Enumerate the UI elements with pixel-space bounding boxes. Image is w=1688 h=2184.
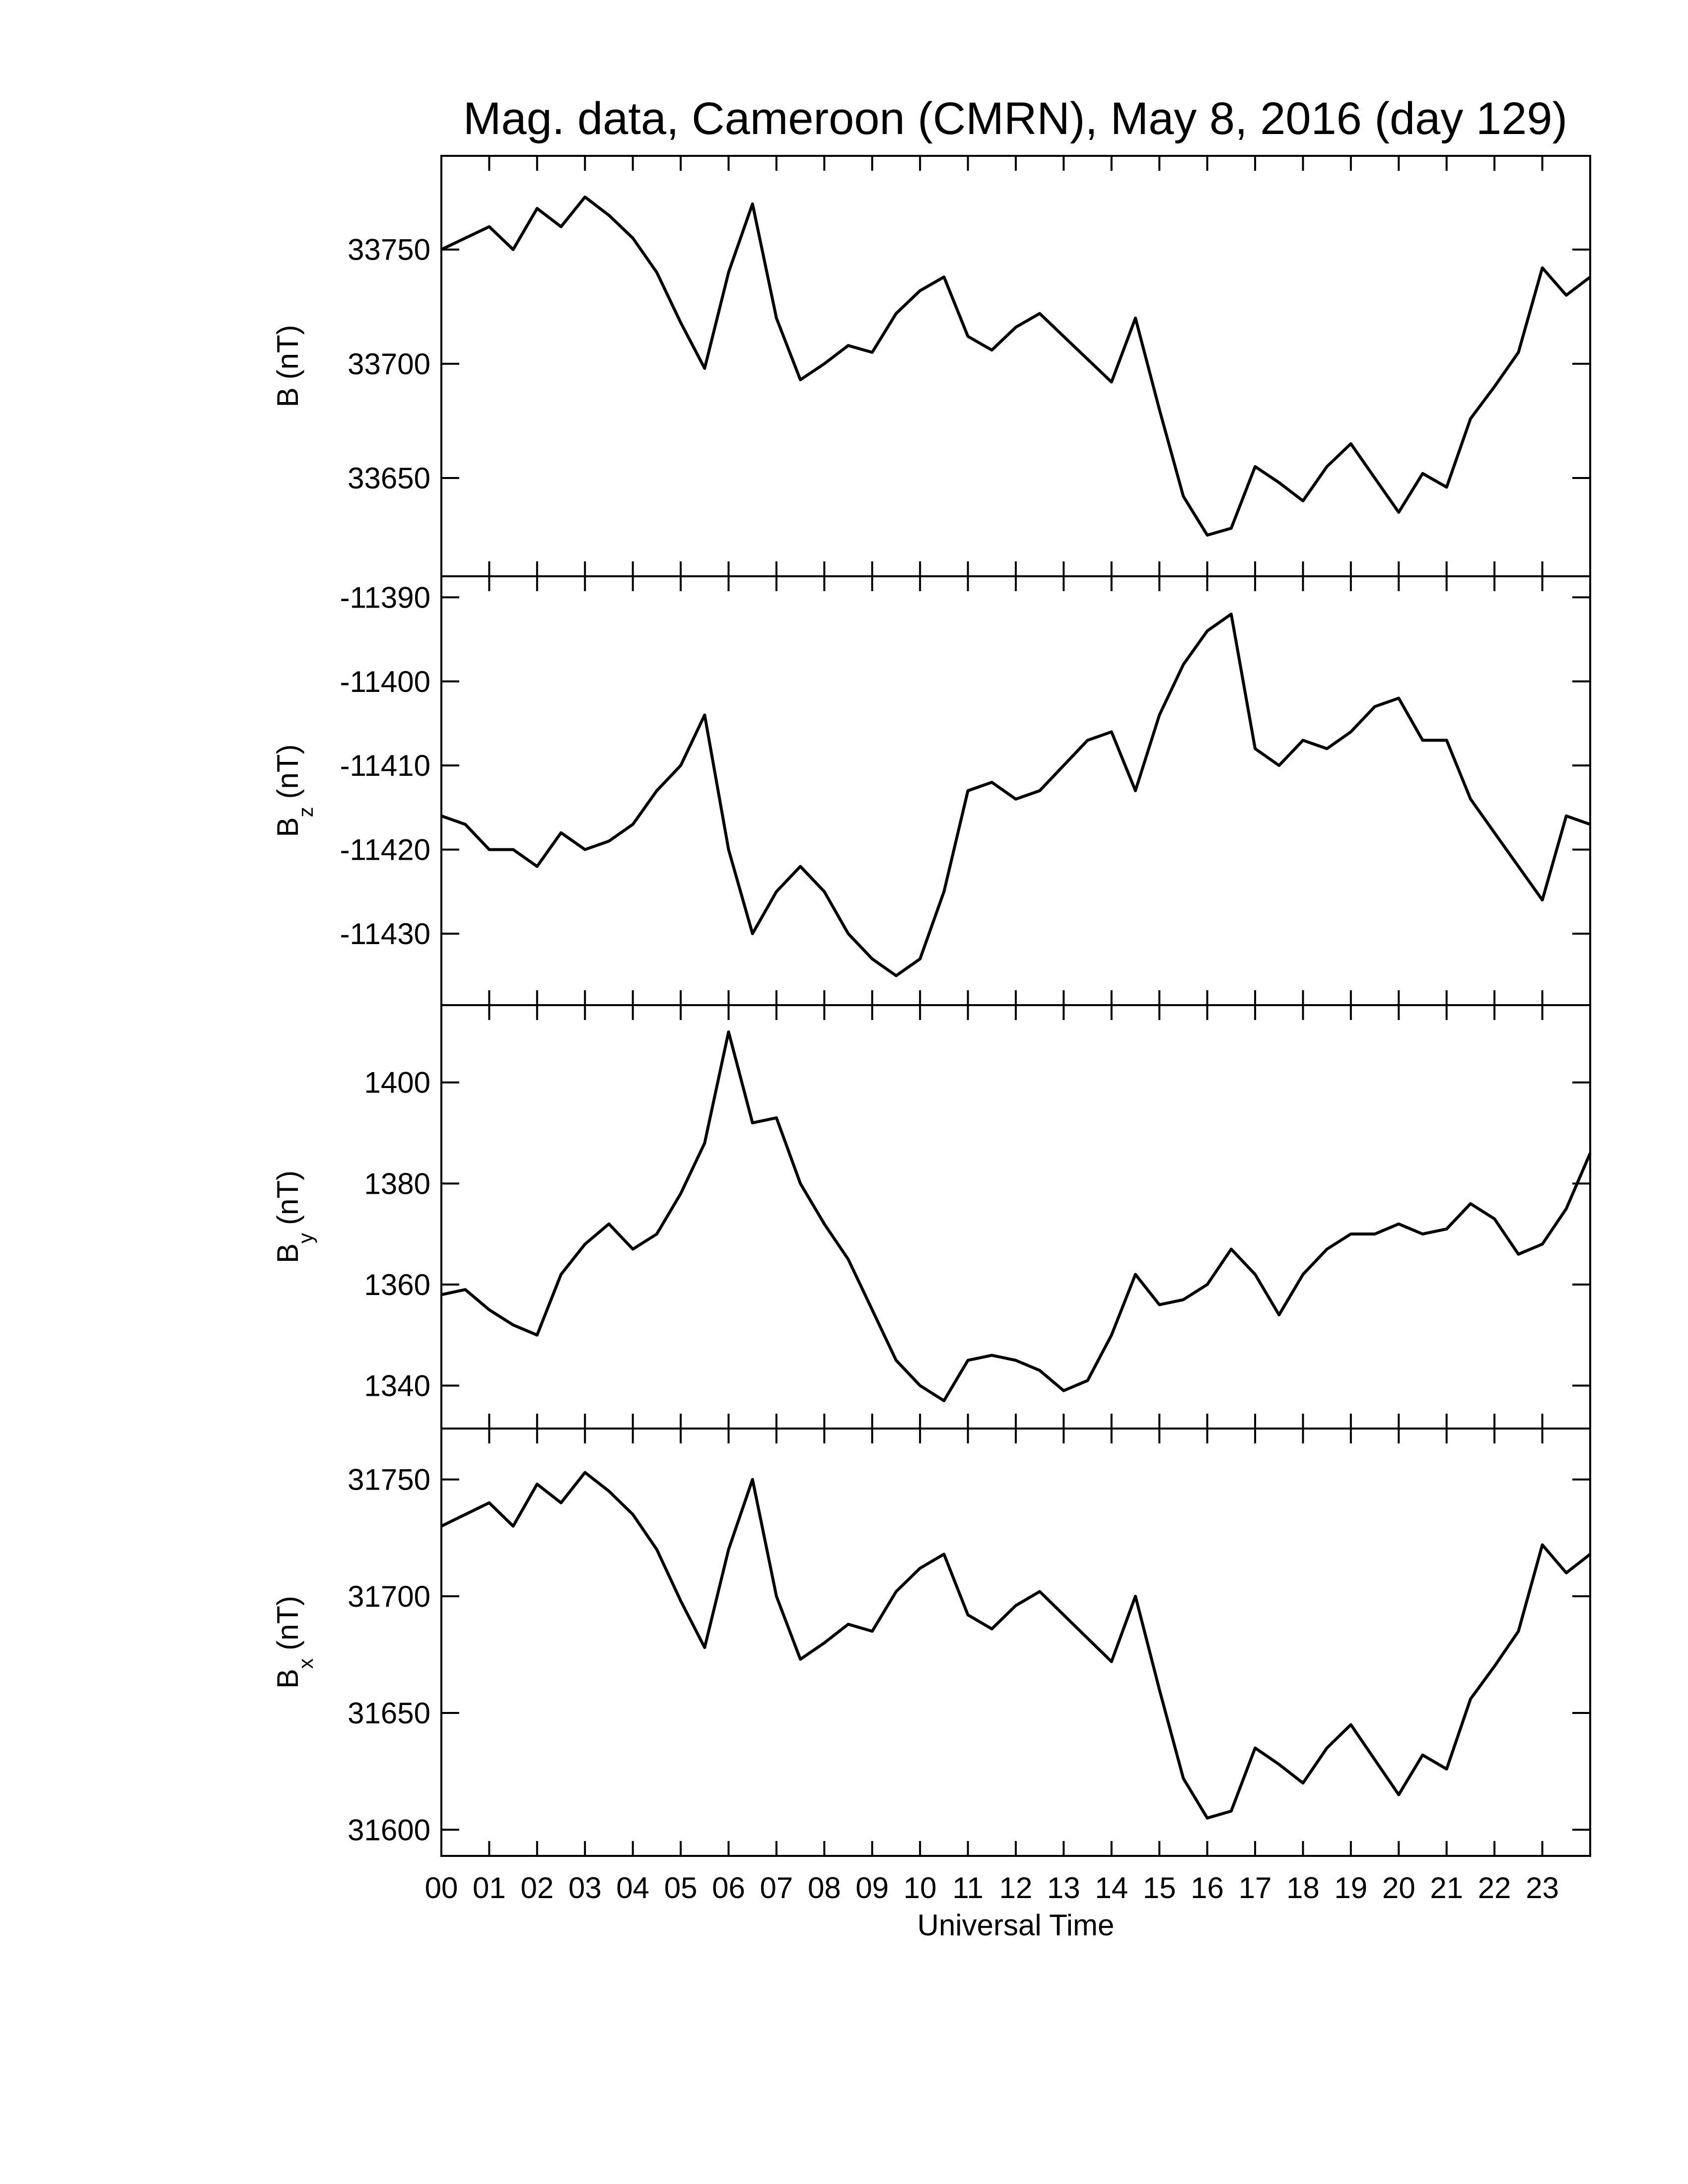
y-tick-label: 1360 — [364, 1268, 430, 1301]
x-tick-label: 11 — [952, 1871, 983, 1905]
x-tick-label: 04 — [616, 1871, 649, 1905]
x-tick-label: 06 — [712, 1871, 745, 1905]
y-label-symbol: B — [271, 1669, 304, 1689]
x-tick-label: 10 — [904, 1871, 937, 1905]
y-tick-label: 31650 — [348, 1697, 430, 1730]
y-label-symbol: B — [271, 817, 304, 837]
x-tick-label: 14 — [1095, 1871, 1128, 1905]
x-tick-label: 00 — [425, 1871, 458, 1905]
x-tick-label: 23 — [1526, 1871, 1559, 1905]
y-tick-label: -11430 — [340, 917, 430, 951]
x-tick-label: 12 — [999, 1871, 1033, 1905]
chart-title: Mag. data, Cameroon (CMRN), May 8, 2016 … — [463, 93, 1567, 144]
y-tick-label: 1400 — [364, 1066, 430, 1099]
y-tick-label: 33700 — [348, 347, 430, 381]
x-tick-label: 09 — [855, 1871, 889, 1905]
y-tick-label: 31600 — [348, 1813, 430, 1846]
y-tick-label: -11390 — [340, 581, 430, 614]
y-tick-label: 31750 — [348, 1463, 430, 1497]
y-label-unit: (nT) — [271, 744, 304, 799]
x-tick-label: 18 — [1286, 1871, 1320, 1905]
data-line — [440, 1471, 1591, 1820]
x-tick-label: 20 — [1382, 1871, 1415, 1905]
x-tick-label: 13 — [1047, 1871, 1080, 1905]
y-tick-label: -11410 — [340, 749, 430, 782]
y-label-subscript: z — [294, 807, 317, 817]
y-axis-label: By (nT) — [271, 1170, 317, 1263]
y-label-subscript: x — [294, 1658, 317, 1669]
y-tick-label: 33650 — [348, 462, 430, 495]
y-label-unit: (nT) — [271, 325, 304, 379]
y-tick-label: -11400 — [340, 665, 430, 698]
y-label-symbol: B — [271, 387, 304, 407]
x-tick-label: 01 — [473, 1871, 506, 1905]
y-axis-label: Bx (nT) — [271, 1596, 317, 1689]
y-label-symbol: B — [271, 1243, 304, 1263]
y-tick-label: 1340 — [364, 1369, 430, 1402]
x-tick-label: 08 — [808, 1871, 841, 1905]
x-tick-label: 05 — [664, 1871, 698, 1905]
y-tick-label: 1380 — [364, 1167, 430, 1200]
x-tick-label: 22 — [1478, 1871, 1511, 1905]
y-label-unit: (nT) — [271, 1170, 304, 1225]
y-label-subscript: y — [294, 1233, 317, 1243]
x-tick-label: 15 — [1143, 1871, 1176, 1905]
x-tick-label: 03 — [568, 1871, 602, 1905]
y-tick-label: 31700 — [348, 1580, 430, 1613]
data-line — [441, 613, 1591, 977]
x-tick-label: 17 — [1239, 1871, 1272, 1905]
y-tick-label: -11420 — [340, 833, 430, 867]
data-line — [440, 195, 1591, 537]
y-tick-label: 33750 — [348, 233, 430, 267]
x-axis-label: Universal Time — [917, 1909, 1115, 1942]
x-tick-label: 19 — [1335, 1871, 1368, 1905]
data-line — [441, 1030, 1592, 1402]
y-axis-label: Bz (nT) — [271, 744, 317, 837]
y-axis-label: B (nT) — [271, 325, 304, 407]
x-tick-label: 02 — [520, 1871, 554, 1905]
y-label-unit: (nT) — [271, 1596, 304, 1650]
x-tick-label: 21 — [1430, 1871, 1463, 1905]
x-tick-label: 16 — [1191, 1871, 1224, 1905]
x-tick-label: 07 — [760, 1871, 793, 1905]
